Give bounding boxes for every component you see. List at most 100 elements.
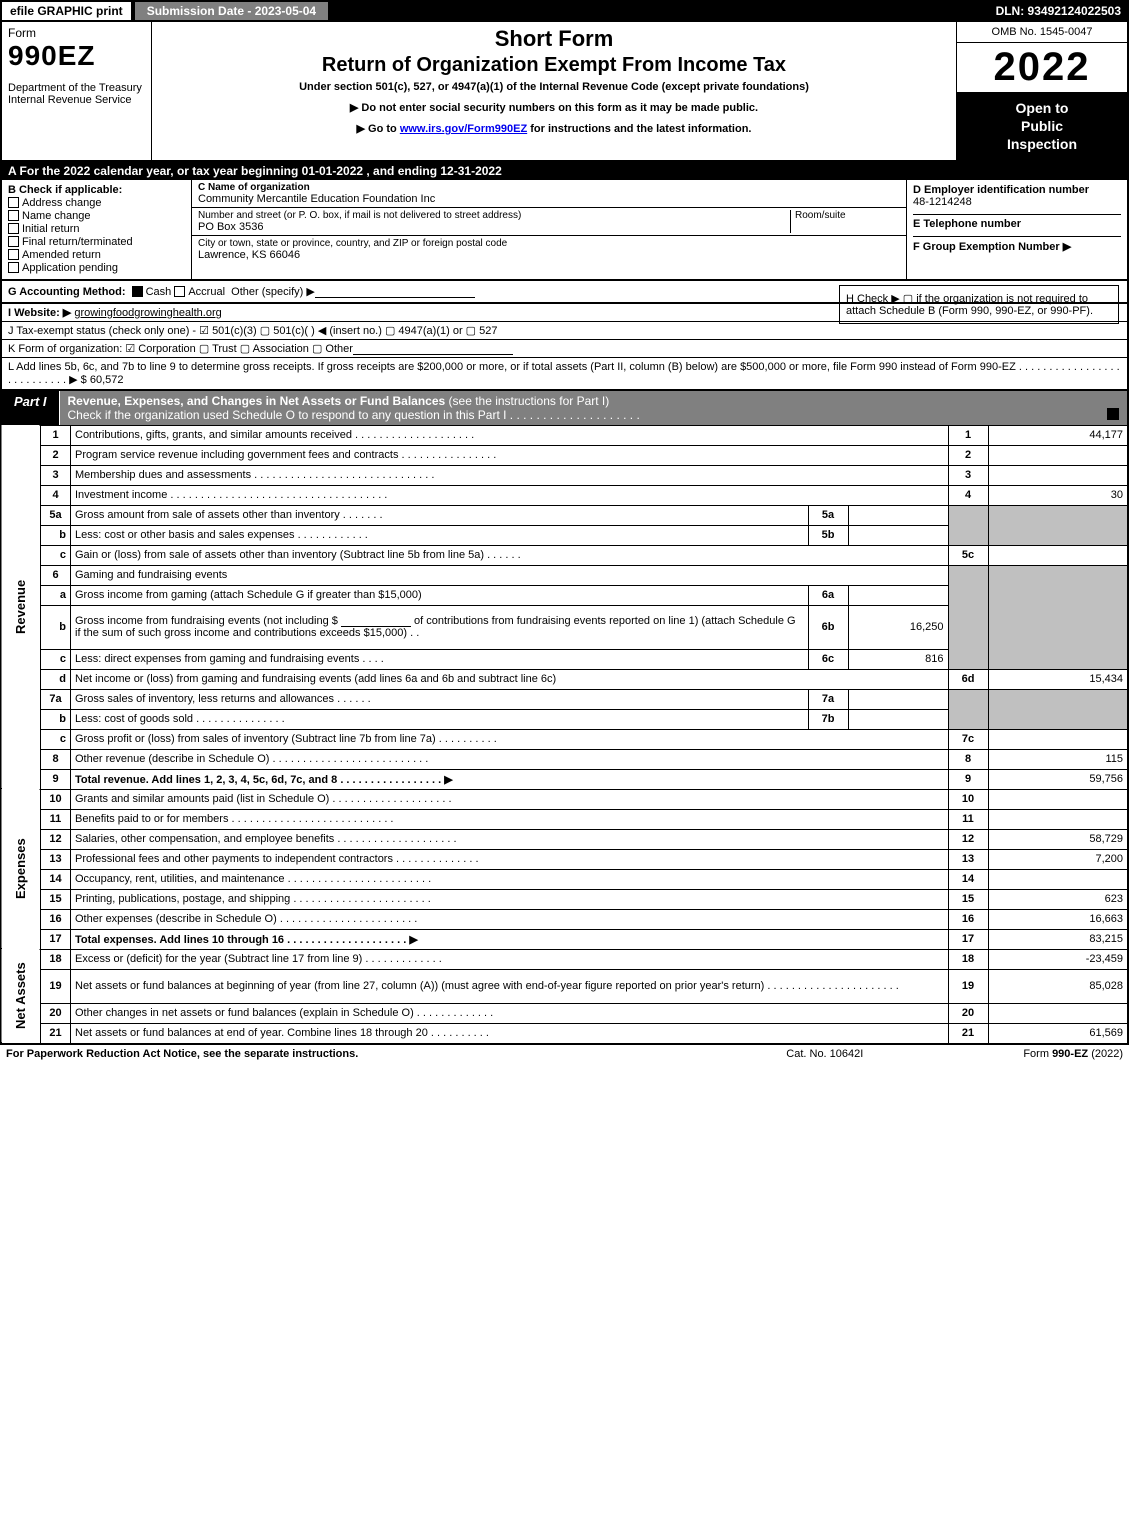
form-header: Form 990EZ Department of the Treasury In…	[0, 22, 1129, 162]
efile-print-label[interactable]: efile GRAPHIC print	[0, 0, 133, 22]
form-word: Form	[8, 26, 145, 40]
line-7b-num: b	[41, 709, 71, 729]
footer-right: Form 990-EZ (2022)	[1023, 1048, 1123, 1060]
line-4-val: 30	[988, 485, 1128, 505]
line-5b-slbl: 5b	[808, 525, 848, 545]
line-14-val	[988, 869, 1128, 889]
line-5b-desc: Less: cost or other basis and sales expe…	[71, 525, 809, 545]
k-text: K Form of organization: ☑ Corporation ▢ …	[8, 343, 353, 355]
line-11-rlbl: 11	[948, 809, 988, 829]
line-16-num: 16	[41, 909, 71, 929]
org-address: PO Box 3536	[198, 221, 790, 233]
line-16-desc: Other expenses (describe in Schedule O) …	[71, 909, 949, 929]
dln: DLN: 93492124022503	[996, 4, 1129, 18]
chk-initial-return[interactable]	[8, 223, 19, 234]
line-6a-num: a	[41, 585, 71, 605]
lbl-other-method: Other (specify) ▶	[231, 286, 315, 298]
line-14-rlbl: 14	[948, 869, 988, 889]
line-18-num: 18	[41, 949, 71, 969]
line-13-num: 13	[41, 849, 71, 869]
line-20-desc: Other changes in net assets or fund bala…	[71, 1003, 949, 1023]
line-6-shade	[948, 565, 988, 669]
line-9-text: Total revenue. Add lines 1, 2, 3, 4, 5c,…	[75, 774, 453, 786]
form-table: Revenue 1 Contributions, gifts, grants, …	[0, 425, 1129, 1044]
line-6d-num: d	[41, 669, 71, 689]
line-14-num: 14	[41, 869, 71, 889]
line-6d-desc: Net income or (loss) from gaming and fun…	[71, 669, 949, 689]
insp-line3: Inspection	[961, 135, 1123, 153]
line-5c-desc: Gain or (loss) from sale of assets other…	[71, 545, 949, 565]
website-value[interactable]: growingfoodgrowinghealth.org	[74, 307, 221, 319]
line-3-desc: Membership dues and assessments . . . . …	[71, 465, 949, 485]
irs-link[interactable]: www.irs.gov/Form990EZ	[400, 123, 527, 135]
chk-address-change[interactable]	[8, 197, 19, 208]
tax-year: 2022	[957, 43, 1127, 93]
line-9-desc: Total revenue. Add lines 1, 2, 3, 4, 5c,…	[71, 769, 949, 789]
line-7b-sval	[848, 709, 948, 729]
part-i-schedule-o-chk[interactable]	[1107, 408, 1119, 420]
column-d: D Employer identification number48-12142…	[907, 180, 1127, 279]
header-right: OMB No. 1545-0047 2022 Open to Public In…	[957, 22, 1127, 160]
line-15-val: 623	[988, 889, 1128, 909]
return-title: Return of Organization Exempt From Incom…	[162, 54, 946, 77]
line-7b-desc: Less: cost of goods sold . . . . . . . .…	[71, 709, 809, 729]
k-other-input[interactable]	[353, 343, 513, 355]
line-6b-blank[interactable]	[341, 615, 411, 627]
line-14-desc: Occupancy, rent, utilities, and maintena…	[71, 869, 949, 889]
open-inspection: Open to Public Inspection	[957, 93, 1127, 160]
dept-treasury: Department of the Treasury	[8, 82, 145, 94]
irs-label: Internal Revenue Service	[8, 94, 145, 106]
line-10-val	[988, 789, 1128, 809]
lbl-name-change: Name change	[22, 210, 91, 222]
header-center: Short Form Return of Organization Exempt…	[152, 22, 957, 160]
lbl-cash: Cash	[146, 286, 172, 298]
line-6b-num: b	[41, 605, 71, 649]
form-number: 990EZ	[8, 40, 145, 72]
goto-pre: ▶ Go to	[357, 123, 400, 135]
other-method-input[interactable]	[315, 286, 475, 298]
line-4-rlbl: 4	[948, 485, 988, 505]
line-1-num: 1	[41, 425, 71, 445]
line-21-desc: Net assets or fund balances at end of ye…	[71, 1023, 949, 1043]
line-4-desc: Investment income . . . . . . . . . . . …	[71, 485, 949, 505]
chk-app-pending[interactable]	[8, 262, 19, 273]
line-5a-num: 5a	[41, 505, 71, 525]
line-10-num: 10	[41, 789, 71, 809]
line-17-num: 17	[41, 929, 71, 949]
e-label: E Telephone number	[913, 218, 1021, 230]
line-5a-sval	[848, 505, 948, 525]
line-13-rlbl: 13	[948, 849, 988, 869]
header-subtitle: Under section 501(c), 527, or 4947(a)(1)…	[162, 81, 946, 93]
line-21-rlbl: 21	[948, 1023, 988, 1043]
line-6d-rlbl: 6d	[948, 669, 988, 689]
chk-name-change[interactable]	[8, 210, 19, 221]
row-g: G Accounting Method: Cash Accrual Other …	[0, 281, 1129, 304]
line-7a-desc: Gross sales of inventory, less returns a…	[71, 689, 809, 709]
line-7c-desc: Gross profit or (loss) from sales of inv…	[71, 729, 949, 749]
line-20-num: 20	[41, 1003, 71, 1023]
line-12-rlbl: 12	[948, 829, 988, 849]
line-7c-rlbl: 7c	[948, 729, 988, 749]
line-15-desc: Printing, publications, postage, and shi…	[71, 889, 949, 909]
part-i-title-bold: Revenue, Expenses, and Changes in Net As…	[68, 394, 446, 408]
line-8-val: 115	[988, 749, 1128, 769]
row-l: L Add lines 5b, 6c, and 7b to line 9 to …	[0, 358, 1129, 391]
chk-cash[interactable]	[132, 286, 143, 297]
line-5ab-shade-val	[988, 505, 1128, 545]
header-left: Form 990EZ Department of the Treasury In…	[2, 22, 152, 160]
column-b: B Check if applicable: Address change Na…	[2, 180, 192, 279]
line-9-val: 59,756	[988, 769, 1128, 789]
org-city: Lawrence, KS 66046	[198, 249, 900, 261]
expenses-vlabel: Expenses	[1, 789, 41, 949]
line-5ab-shade	[948, 505, 988, 545]
line-5a-desc: Gross amount from sale of assets other t…	[71, 505, 809, 525]
footer-right-pre: Form	[1023, 1048, 1052, 1060]
line-6a-sval	[848, 585, 948, 605]
chk-accrual[interactable]	[174, 286, 185, 297]
line-2-rlbl: 2	[948, 445, 988, 465]
chk-amended[interactable]	[8, 249, 19, 260]
line-18-desc: Excess or (deficit) for the year (Subtra…	[71, 949, 949, 969]
city-label: City or town, state or province, country…	[198, 238, 900, 249]
d-label: D Employer identification number	[913, 184, 1089, 196]
chk-final-return[interactable]	[8, 236, 19, 247]
